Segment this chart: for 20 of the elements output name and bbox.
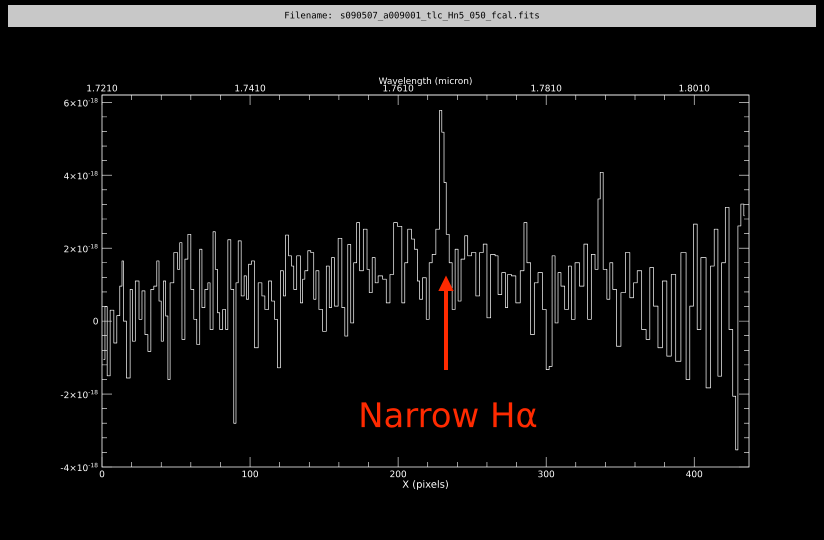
- y-tick-label: 0: [93, 318, 98, 325]
- x2-tick-label: 1.7210: [87, 84, 118, 92]
- x-tick-label: 200: [390, 470, 406, 478]
- y-tick-label: -2×10$^{-18}$: [60, 390, 98, 398]
- annotation: Narrow Hα: [362, 402, 536, 428]
- x-tick-label: 100: [242, 470, 258, 478]
- x2-tick-label: 1.7810: [531, 84, 562, 92]
- x2-tick-label: 1.8010: [680, 84, 710, 92]
- x2-axis-title: Wavelength (micron): [378, 77, 472, 86]
- chart-title: Filename: s090507_a009001_tlc_Hn5_050_fcal.fits: [285, 12, 539, 20]
- x-axis-title: X (pixels): [402, 480, 448, 490]
- x2-tick-label: 1.7410: [235, 84, 266, 92]
- x2-tick-label: 1.7610: [383, 84, 414, 92]
- y-tick-label: -4×10$^{-18}$: [60, 462, 98, 472]
- x-tick-label: 300: [538, 470, 554, 478]
- y-tick-label: 2×10$^{-18}$: [64, 244, 98, 252]
- x-tick-label: 0: [100, 470, 104, 478]
- x-tick-label: 400: [686, 470, 702, 478]
- y-tick-label: 6×10$^{-18}$: [64, 98, 98, 106]
- y-tick-label: 4×10$^{-18}$: [64, 171, 98, 180]
